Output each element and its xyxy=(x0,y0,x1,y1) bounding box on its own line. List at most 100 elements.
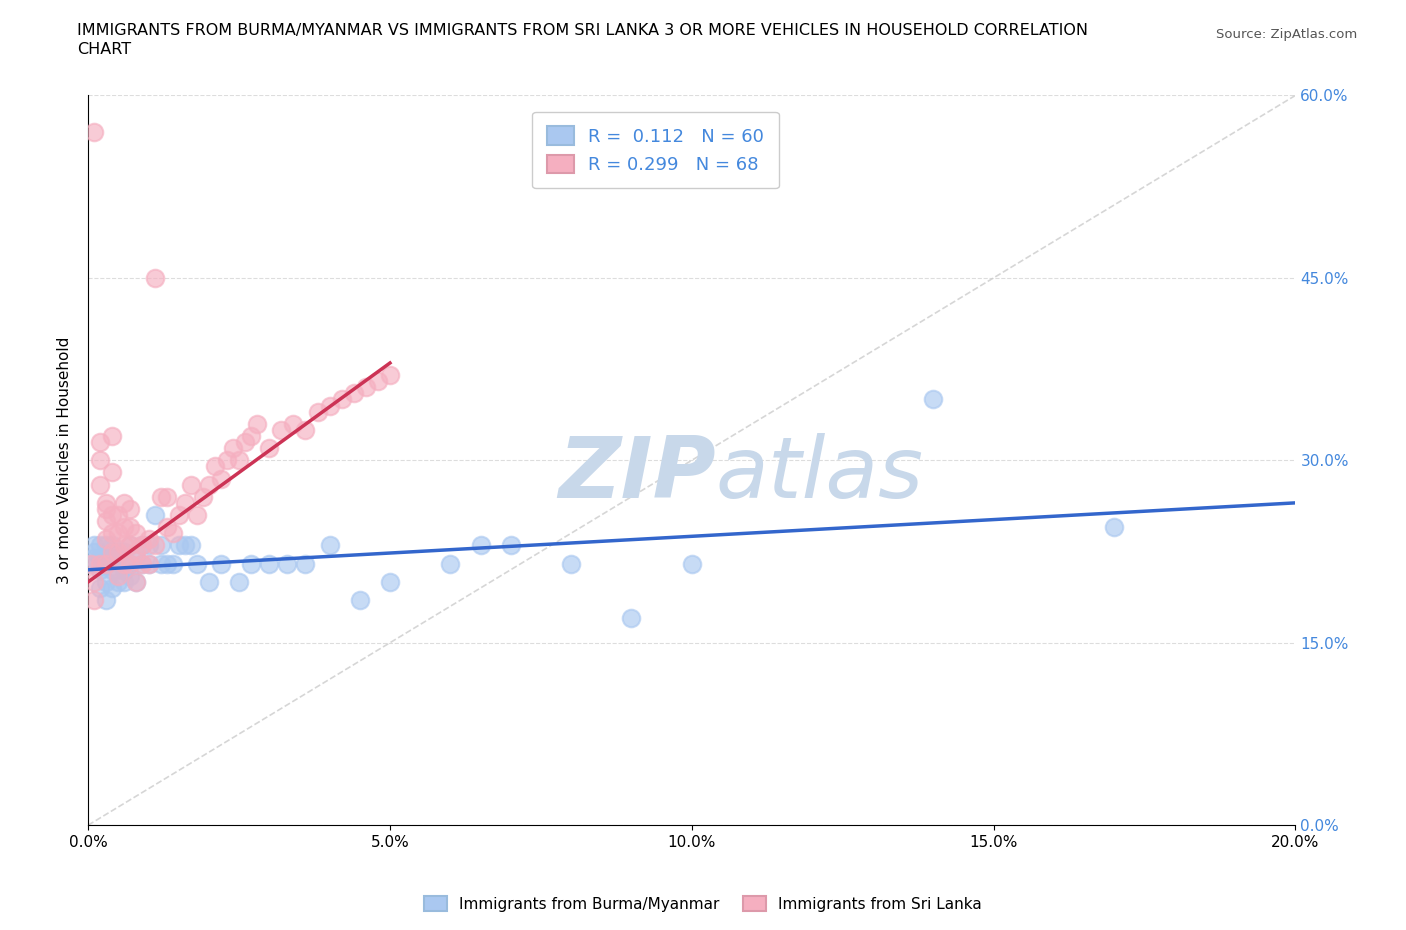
Point xyxy=(107,525,129,540)
Point xyxy=(233,434,256,449)
Point xyxy=(228,575,250,590)
Point xyxy=(257,556,280,571)
Point xyxy=(499,538,522,552)
Point xyxy=(149,556,172,571)
Point xyxy=(96,556,118,571)
Point xyxy=(162,556,184,571)
Point xyxy=(143,508,166,523)
Point xyxy=(96,556,118,571)
Point xyxy=(138,556,160,571)
Point xyxy=(367,374,389,389)
Point xyxy=(125,525,148,540)
Point xyxy=(96,513,118,528)
Point xyxy=(112,538,135,552)
Point xyxy=(294,422,316,437)
Point xyxy=(83,544,105,559)
Point xyxy=(96,538,118,552)
Point xyxy=(560,556,582,571)
Point xyxy=(173,496,195,511)
Point xyxy=(167,538,190,552)
Point xyxy=(149,538,172,552)
Point xyxy=(107,551,129,565)
Point xyxy=(620,611,643,626)
Point xyxy=(330,392,353,407)
Point xyxy=(83,551,105,565)
Point xyxy=(101,563,124,578)
Text: ZIP: ZIP xyxy=(558,433,716,516)
Point xyxy=(439,556,461,571)
Point xyxy=(107,544,129,559)
Point xyxy=(112,563,135,578)
Point xyxy=(101,544,124,559)
Point xyxy=(162,525,184,540)
Text: atlas: atlas xyxy=(716,433,924,516)
Point xyxy=(89,453,111,468)
Point xyxy=(318,538,340,552)
Point xyxy=(96,592,118,607)
Point xyxy=(120,568,142,583)
Point xyxy=(112,575,135,590)
Point xyxy=(80,556,103,571)
Point xyxy=(112,520,135,535)
Point xyxy=(96,532,118,547)
Point xyxy=(149,489,172,504)
Point xyxy=(120,538,142,552)
Point xyxy=(112,544,135,559)
Point xyxy=(89,477,111,492)
Point xyxy=(120,538,142,552)
Point xyxy=(120,556,142,571)
Point xyxy=(101,429,124,444)
Point xyxy=(343,386,366,401)
Point xyxy=(83,538,105,552)
Point xyxy=(131,556,153,571)
Point xyxy=(186,508,208,523)
Point xyxy=(107,563,129,578)
Point xyxy=(83,592,105,607)
Point xyxy=(307,405,329,419)
Point xyxy=(107,575,129,590)
Point xyxy=(246,417,269,432)
Point xyxy=(922,392,945,407)
Point xyxy=(378,575,401,590)
Point xyxy=(107,568,129,583)
Point xyxy=(125,575,148,590)
Point xyxy=(101,465,124,480)
Point xyxy=(89,563,111,578)
Point xyxy=(378,367,401,382)
Point xyxy=(209,472,232,486)
Point xyxy=(89,434,111,449)
Point xyxy=(96,575,118,590)
Point xyxy=(120,556,142,571)
Point xyxy=(143,538,166,552)
Point xyxy=(470,538,492,552)
Point xyxy=(131,556,153,571)
Point xyxy=(101,508,124,523)
Point xyxy=(89,551,111,565)
Point xyxy=(318,398,340,413)
Point xyxy=(204,458,226,473)
Y-axis label: 3 or more Vehicles in Household: 3 or more Vehicles in Household xyxy=(58,337,72,584)
Point xyxy=(101,525,124,540)
Point xyxy=(276,556,298,571)
Point xyxy=(120,520,142,535)
Point xyxy=(167,508,190,523)
Point xyxy=(156,520,179,535)
Point xyxy=(215,453,238,468)
Point xyxy=(112,496,135,511)
Point xyxy=(131,538,153,552)
Point xyxy=(138,538,160,552)
Point xyxy=(89,556,111,571)
Point xyxy=(107,544,129,559)
Point xyxy=(107,508,129,523)
Point xyxy=(209,556,232,571)
Point xyxy=(198,575,221,590)
Point xyxy=(222,441,245,456)
Point xyxy=(80,556,103,571)
Point xyxy=(89,580,111,595)
Point xyxy=(83,575,105,590)
Point xyxy=(228,453,250,468)
Point xyxy=(138,532,160,547)
Point xyxy=(257,441,280,456)
Point xyxy=(294,556,316,571)
Point xyxy=(101,538,124,552)
